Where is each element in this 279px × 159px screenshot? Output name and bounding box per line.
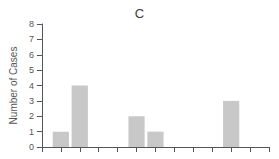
svg-text:6: 6 [29, 50, 34, 60]
svg-text:1: 1 [29, 127, 34, 137]
svg-text:4: 4 [29, 81, 34, 91]
svg-text:0: 0 [29, 142, 34, 152]
svg-text:Number of Cases: Number of Cases [8, 47, 19, 125]
svg-text:C: C [135, 6, 144, 21]
svg-text:3: 3 [29, 96, 34, 106]
svg-text:8: 8 [29, 19, 34, 29]
svg-text:7: 7 [29, 34, 34, 44]
svg-text:2: 2 [29, 111, 34, 121]
svg-text:5: 5 [29, 65, 34, 75]
